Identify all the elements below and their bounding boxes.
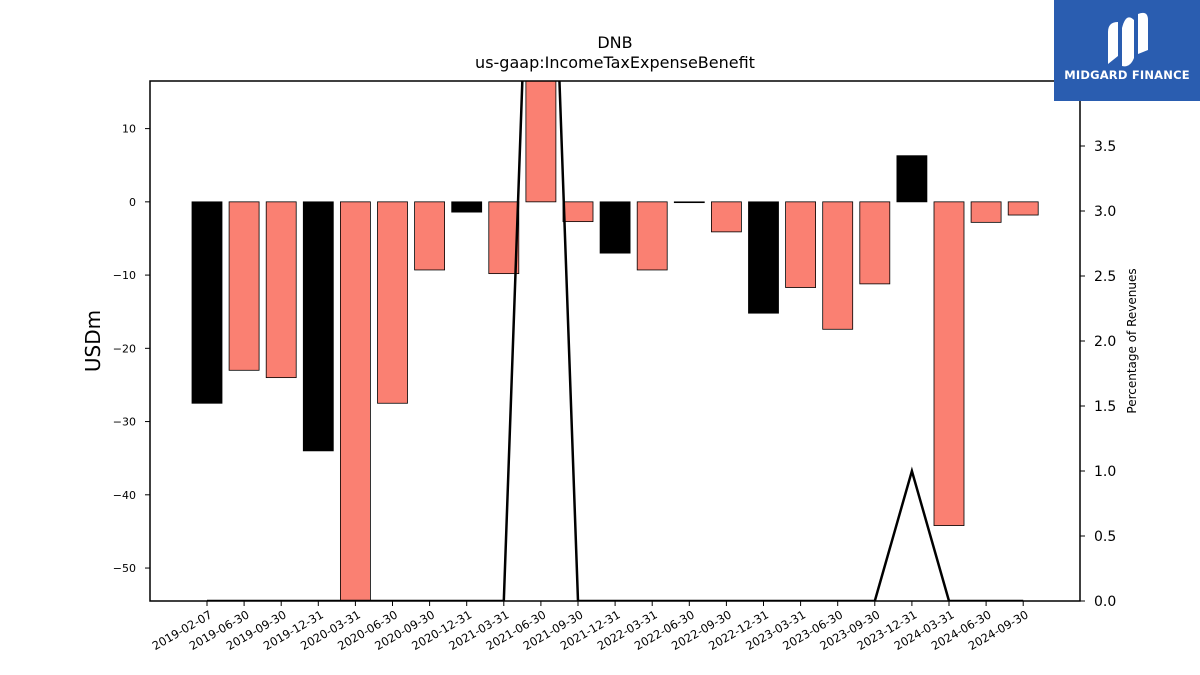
plot-frame bbox=[149, 80, 1081, 602]
y-axis-label: USDm bbox=[81, 310, 105, 372]
bar bbox=[785, 201, 816, 288]
chart-title: DNB bbox=[597, 33, 632, 52]
y-tick-label: 0 bbox=[129, 196, 136, 209]
bar bbox=[488, 201, 520, 275]
bar bbox=[525, 81, 557, 203]
bar bbox=[191, 201, 223, 404]
y2-tick-label: 1.0 bbox=[1094, 464, 1116, 480]
bar bbox=[562, 201, 594, 223]
y2-tick-label: 2.5 bbox=[1094, 269, 1116, 285]
y-tick-label: −50 bbox=[113, 562, 136, 575]
midgard-logo-icon bbox=[1108, 12, 1148, 67]
y-tick-label: −20 bbox=[113, 342, 136, 355]
series-line bbox=[207, 81, 1024, 601]
chart-subtitle: us-gaap:IncomeTaxExpenseBenefit bbox=[475, 53, 755, 72]
bar bbox=[228, 201, 260, 371]
bar bbox=[859, 201, 891, 285]
bar bbox=[711, 201, 742, 233]
bar bbox=[933, 201, 965, 526]
y-tick-label: −40 bbox=[113, 489, 136, 502]
bar bbox=[896, 155, 928, 203]
y2-tick-label: 3.5 bbox=[1094, 139, 1116, 155]
bar bbox=[377, 201, 408, 404]
logo-text: MIDGARD FINANCE bbox=[1064, 68, 1190, 82]
bar bbox=[1007, 201, 1039, 216]
bar bbox=[414, 201, 446, 271]
bar bbox=[636, 201, 668, 271]
y-tick-label: 10 bbox=[122, 123, 136, 136]
bar bbox=[673, 201, 705, 204]
y2-tick-label: 2.0 bbox=[1094, 334, 1116, 350]
bar bbox=[339, 201, 371, 601]
y2-axis-label: Percentage of Revenues bbox=[1125, 268, 1139, 413]
y2-tick-label: 3.0 bbox=[1094, 204, 1116, 220]
y2-tick-label: 1.5 bbox=[1094, 399, 1116, 415]
y2-tick-label: 0.5 bbox=[1094, 529, 1116, 545]
bar bbox=[748, 201, 779, 314]
bar bbox=[822, 201, 854, 330]
y-tick-label: −30 bbox=[113, 416, 136, 429]
y2-tick-label: 0.0 bbox=[1094, 594, 1116, 610]
y-tick-label: −10 bbox=[113, 269, 136, 282]
bar bbox=[970, 201, 1002, 223]
bar bbox=[599, 201, 631, 254]
bar bbox=[451, 201, 483, 213]
bar bbox=[265, 201, 297, 379]
bar bbox=[302, 201, 334, 452]
